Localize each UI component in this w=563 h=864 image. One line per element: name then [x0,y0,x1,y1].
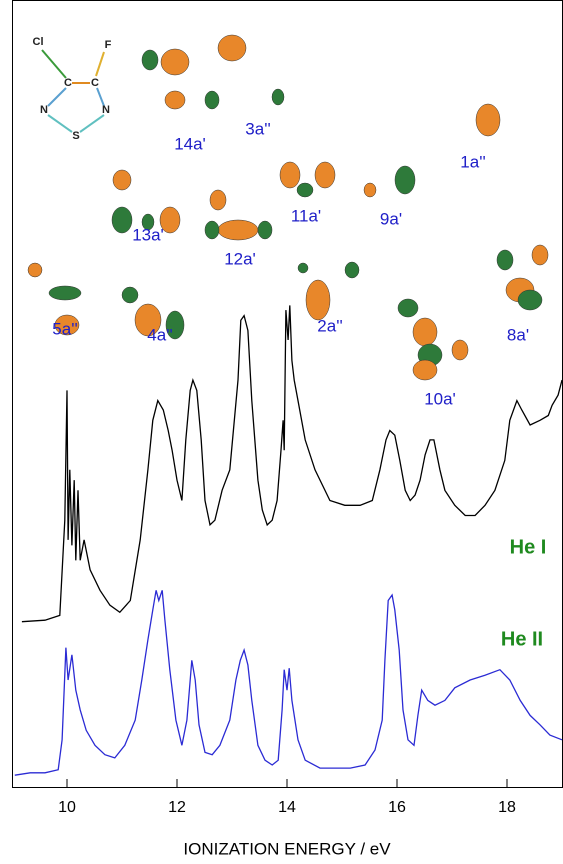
orbital-label: 4a'' [147,325,172,344]
series-label: He I [510,536,547,558]
orbital-label: 8a' [507,325,529,344]
spectrum-line [15,590,562,775]
x-tick-label: 10 [58,799,76,816]
x-tick-label: 14 [278,799,296,816]
atom-label: C [64,77,72,89]
molecule-drawing [42,50,104,132]
orbital-label: 1a'' [460,152,485,171]
x-tick-label: 12 [168,799,186,816]
atom-label: S [72,130,79,142]
x-tick-label: 18 [498,799,516,816]
orbital-label: 11a' [291,206,321,225]
orbital-label: 13a' [132,225,164,244]
atom-label: N [102,104,110,116]
x-tick-label: 16 [388,799,406,816]
spectrum-line [22,305,562,621]
atom-label: N [40,104,48,116]
orbital-label: 12a' [224,249,256,268]
atom-label: F [105,39,112,51]
chart: IONIZATION ENERGY / eV 10 12 14 16 18 He I He … [0,0,563,864]
page: IONIZATION ENERGY / eV 10 12 14 16 18 He I He … [0,0,563,864]
orbital-drawings [28,35,548,380]
orbital-label: 2a'' [317,316,342,335]
orbital-label: 14a' [174,134,206,153]
orbital-label: 5a'' [52,319,77,338]
series-label: He II [501,628,543,650]
atom-label: Cl [33,36,44,48]
atom-label: C [91,77,99,89]
orbital-label: 10a' [424,389,456,408]
orbital-label: 3a'' [245,119,270,138]
x-axis-label: IONIZATION ENERGY / eV [183,839,391,858]
orbital-label: 9a' [380,209,402,228]
